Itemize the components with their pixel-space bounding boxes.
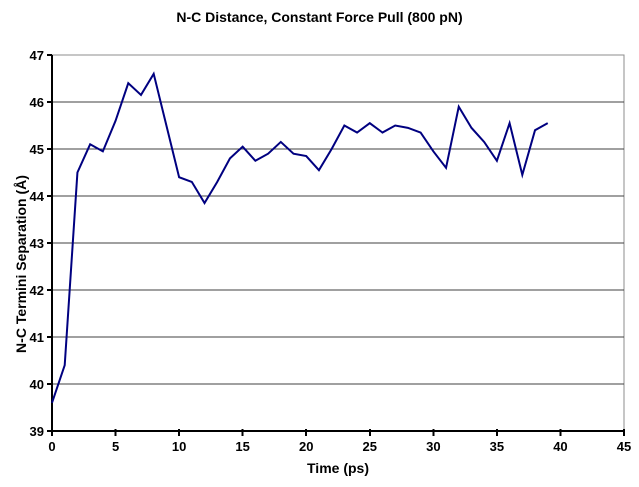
x-tick-label: 5 xyxy=(112,439,119,454)
x-tick-label: 20 xyxy=(299,439,313,454)
x-tick-label: 30 xyxy=(426,439,440,454)
y-tick-label: 44 xyxy=(30,189,45,204)
y-tick-label: 43 xyxy=(30,236,44,251)
y-tick-label: 46 xyxy=(30,95,44,110)
data-series-line xyxy=(51,71,549,404)
x-tick-label: 0 xyxy=(48,439,55,454)
x-tick-label: 15 xyxy=(235,439,249,454)
x-tick-label: 45 xyxy=(617,439,631,454)
y-tick-label: 47 xyxy=(30,48,44,63)
y-tick-label: 39 xyxy=(30,424,44,439)
y-tick-label: 42 xyxy=(30,283,44,298)
y-axis-title: N-C Termini Separation (Å) xyxy=(13,175,29,353)
chart-title: N-C Distance, Constant Force Pull (800 p… xyxy=(176,9,463,25)
y-tick-label: 41 xyxy=(30,330,44,345)
x-tick-label: 35 xyxy=(490,439,504,454)
x-axis-title: Time (ps) xyxy=(307,460,369,476)
x-tick-label: 10 xyxy=(172,439,186,454)
x-tick-label: 25 xyxy=(363,439,377,454)
y-tick-label: 45 xyxy=(30,142,44,157)
y-tick-label: 40 xyxy=(30,377,44,392)
x-tick-label: 40 xyxy=(553,439,567,454)
